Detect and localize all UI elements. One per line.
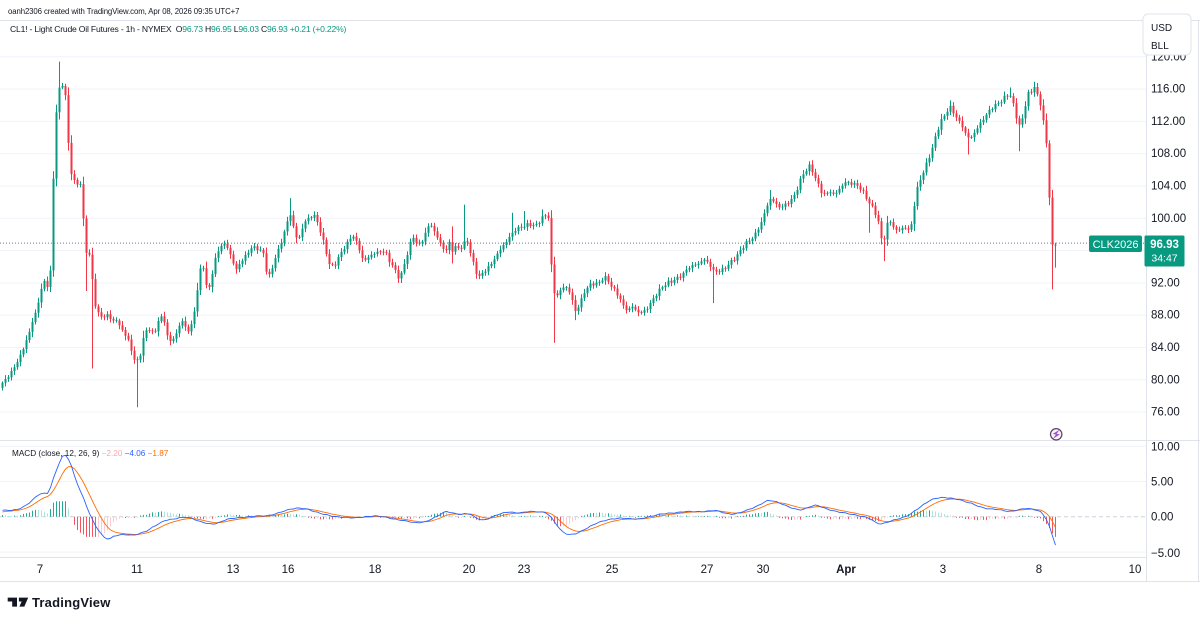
- svg-text:7: 7: [37, 564, 43, 576]
- svg-text:20: 20: [463, 564, 476, 576]
- svg-text:CL1! - Light Crude Oil Futures: CL1! - Light Crude Oil Futures - 1h - NY…: [10, 24, 347, 34]
- svg-text:3: 3: [940, 564, 946, 576]
- svg-text:0.00: 0.00: [1151, 512, 1173, 524]
- svg-text:116.00: 116.00: [1151, 84, 1185, 96]
- svg-text:5.00: 5.00: [1151, 476, 1173, 488]
- svg-text:100.00: 100.00: [1151, 213, 1186, 225]
- svg-text:16: 16: [282, 564, 295, 576]
- svg-text:CLK2026: CLK2026: [1093, 239, 1139, 251]
- svg-text:11: 11: [131, 564, 143, 576]
- svg-text:108.00: 108.00: [1151, 148, 1186, 160]
- svg-text:34:47: 34:47: [1151, 253, 1177, 265]
- svg-text:oanh2306 created with TradingV: oanh2306 created with TradingView.com, A…: [8, 7, 239, 16]
- svg-text:USD: USD: [1151, 23, 1172, 34]
- svg-text:−5.00: −5.00: [1151, 548, 1180, 560]
- svg-text:BLL: BLL: [1151, 41, 1169, 52]
- svg-text:8: 8: [1036, 564, 1042, 576]
- svg-text:80.00: 80.00: [1151, 374, 1180, 386]
- svg-text:TradingView: TradingView: [32, 595, 111, 610]
- svg-text:10.00: 10.00: [1151, 441, 1180, 453]
- svg-text:30: 30: [757, 564, 770, 576]
- svg-text:112.00: 112.00: [1151, 116, 1185, 128]
- svg-text:13: 13: [227, 564, 240, 576]
- svg-text:76.00: 76.00: [1151, 407, 1180, 419]
- svg-text:25: 25: [606, 564, 619, 576]
- svg-text:104.00: 104.00: [1151, 181, 1186, 193]
- svg-text:18: 18: [369, 564, 382, 576]
- svg-text:96.93: 96.93: [1150, 239, 1179, 251]
- svg-text:88.00: 88.00: [1151, 310, 1180, 322]
- svg-text:23: 23: [518, 564, 531, 576]
- svg-text:10: 10: [1129, 564, 1142, 576]
- svg-text:84.00: 84.00: [1151, 342, 1180, 354]
- svg-text:MACD (close, 12, 26, 9) −2.20: MACD (close, 12, 26, 9) −2.20 −4.06 −1.8…: [12, 449, 169, 458]
- svg-text:Apr: Apr: [836, 564, 856, 576]
- svg-text:27: 27: [701, 564, 714, 576]
- svg-text:92.00: 92.00: [1151, 277, 1180, 289]
